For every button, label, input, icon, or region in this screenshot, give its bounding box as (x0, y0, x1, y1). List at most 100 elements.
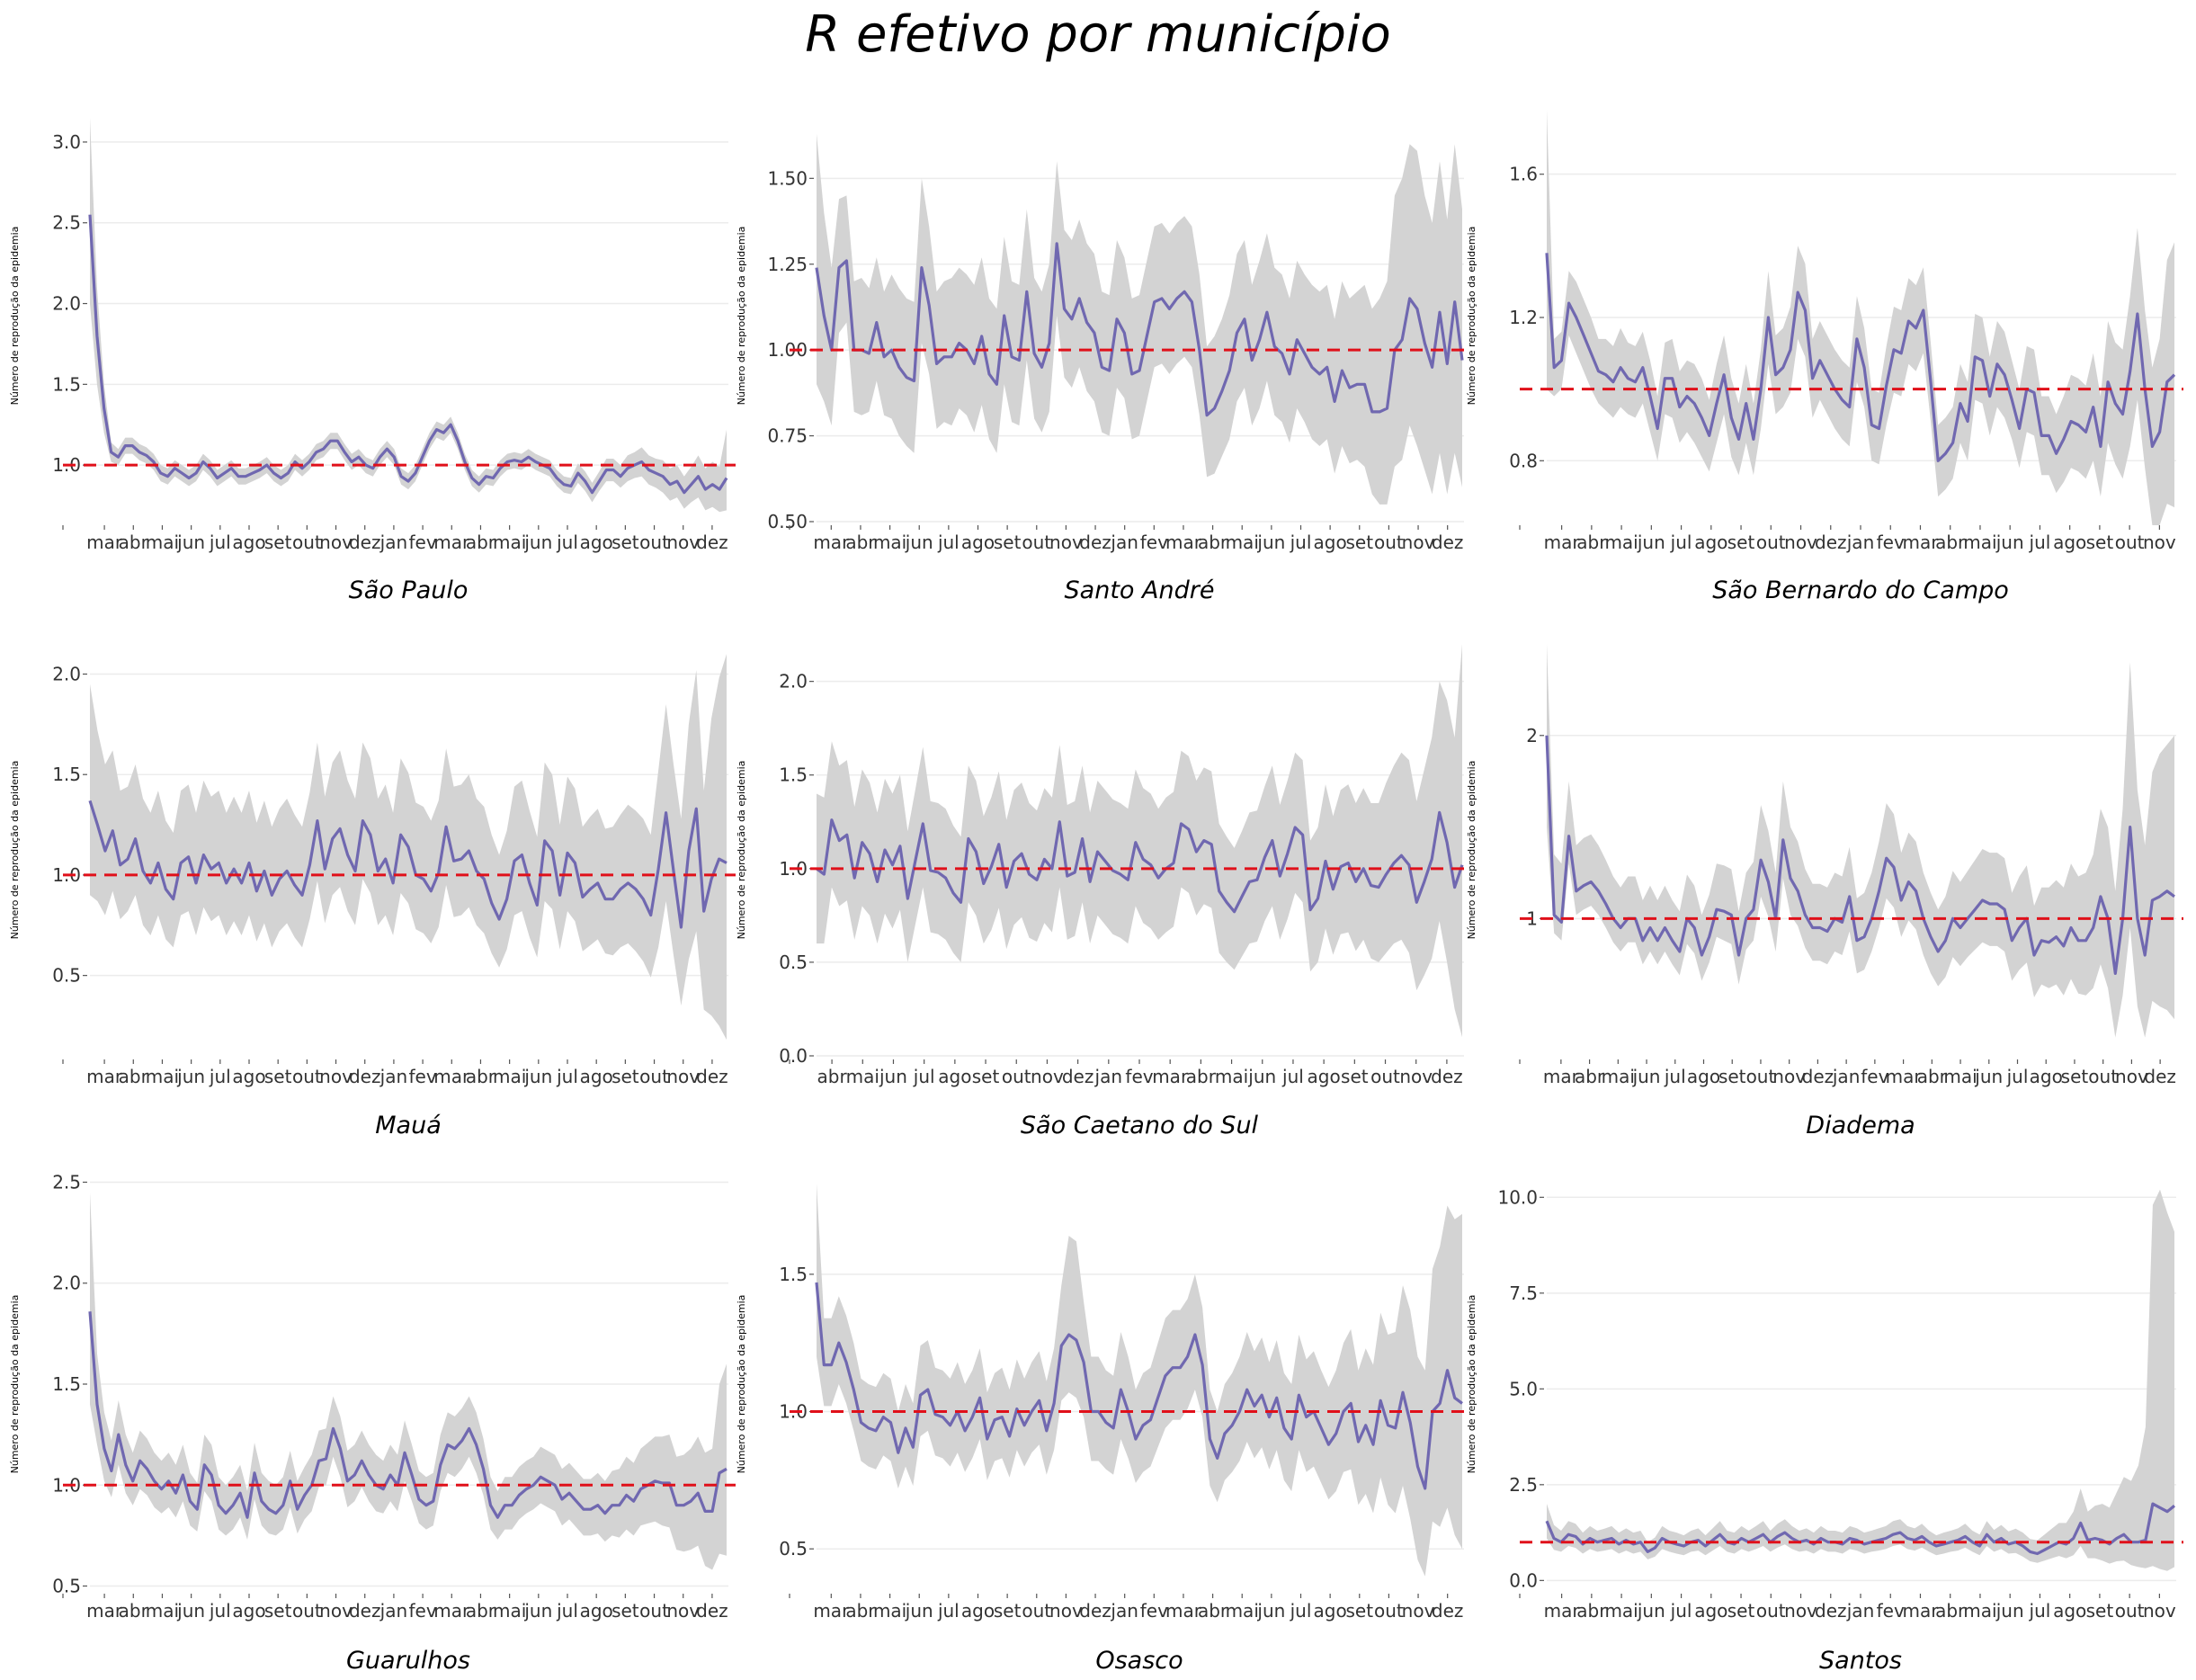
x-tick-label: dez (349, 532, 381, 553)
x-tick-label: jun (1632, 1066, 1661, 1087)
x-tick-label: set (1341, 1066, 1369, 1087)
r-effective-line (1545, 735, 2175, 975)
x-tick-label: jun (905, 1600, 933, 1622)
x-tick-label: dez (696, 1066, 728, 1087)
x-tick-label: out (639, 1600, 669, 1622)
x-tick-label: jan (1094, 1066, 1123, 1087)
y-tick-label: 1.25 (767, 254, 808, 275)
x-tick-label: mar (1165, 532, 1202, 553)
x-tick-label: jun (1247, 1066, 1276, 1087)
x-tick-label: jul (937, 532, 960, 553)
x-tick-label: jul (1290, 1600, 1312, 1622)
x-tick-label: ago (1694, 532, 1727, 553)
x-tick-label: out (1746, 1066, 1776, 1087)
x-tick-label: mai (146, 1600, 179, 1622)
x-tick-label: set (994, 532, 1022, 553)
x-tick-label: set (994, 1600, 1022, 1622)
x-tick-label: dez (2144, 1066, 2176, 1087)
x-tick-label: fev (1125, 1066, 1153, 1087)
y-tick-label: 0.0 (779, 1045, 808, 1067)
x-tick-label: nov (319, 532, 353, 553)
x-tick-label: mai (846, 1066, 879, 1087)
x-tick-label: abr (1935, 1600, 1966, 1622)
x-tick-label: fev (1140, 1600, 1168, 1622)
x-tick-label: abr (1186, 1066, 1217, 1087)
x-tick-label: jul (937, 1600, 960, 1622)
y-tick-label: 1.5 (779, 1264, 808, 1285)
x-tick-label: jun (523, 532, 552, 553)
x-tick-label: ago (232, 532, 265, 553)
x-tick-label: abr (466, 532, 496, 553)
x-tick-label: ago (2030, 1066, 2063, 1087)
x-tick-label: mar (1543, 1066, 1580, 1087)
x-tick-label: set (264, 1600, 292, 1622)
x-tick-label: jul (1281, 1066, 1304, 1087)
x-tick-label: nov (1031, 1066, 1064, 1087)
x-tick-label: jul (556, 1600, 578, 1622)
x-tick-label: abr (1576, 1600, 1607, 1622)
panel-title: Osasco (1095, 1647, 1183, 1675)
x-tick-label: set (611, 1066, 639, 1087)
x-tick-label: fev (1140, 532, 1168, 553)
x-tick-label: jun (523, 1600, 552, 1622)
x-tick-label: set (2086, 532, 2114, 553)
x-tick-label: jun (523, 1066, 552, 1087)
x-tick-label: jul (2029, 532, 2051, 553)
x-tick-label: ago (1694, 1600, 1727, 1622)
x-tick-label: mai (146, 532, 179, 553)
x-tick-label: mar (1902, 532, 1939, 553)
x-tick-label: nov (2143, 532, 2176, 553)
x-tick-label: jul (209, 532, 231, 553)
panel-title: São Bernardo do Campo (1712, 576, 2009, 604)
x-tick-label: jul (913, 1066, 935, 1087)
x-tick-label: jan (1846, 1600, 1875, 1622)
r-effective-line (88, 800, 728, 929)
x-tick-label: ago (232, 1600, 265, 1622)
x-tick-label: out (1756, 1600, 1786, 1622)
x-tick-label: out (292, 1066, 322, 1087)
r-effective-line (815, 1282, 1463, 1490)
x-tick-label: ago (1314, 1600, 1347, 1622)
x-tick-label: jun (879, 1066, 907, 1087)
page-title: R efetivo por município (805, 5, 1391, 64)
x-tick-label: abr (1935, 532, 1966, 553)
confidence-band (90, 117, 727, 513)
x-tick-label: ago (938, 1066, 971, 1087)
x-tick-label: ago (2053, 532, 2086, 553)
x-tick-label: nov (1049, 1600, 1083, 1622)
y-tick-label: 1.5 (52, 373, 81, 395)
x-tick-label: mai (1604, 532, 1638, 553)
x-tick-label: ago (961, 532, 995, 553)
x-tick-label: mar (1165, 1600, 1202, 1622)
y-tick-label: 2.0 (52, 1273, 81, 1294)
x-tick-label: out (292, 1600, 322, 1622)
y-tick-label: 0.75 (767, 425, 808, 447)
x-tick-label: dez (1079, 532, 1111, 553)
confidence-band (817, 644, 1462, 1038)
x-tick-label: mai (1604, 1600, 1638, 1622)
panel-s-o-bernardo-do-campo: 0.8 1.2 1.6 Número de reprodução da epidemi… (1466, 110, 2183, 604)
x-tick-label: out (292, 532, 322, 553)
x-tick-label: mai (1963, 532, 1996, 553)
x-tick-label: nov (666, 532, 700, 553)
y-tick-label: 2.5 (1509, 1474, 1538, 1496)
x-tick-label: dez (349, 1600, 381, 1622)
y-axis-label: Número de reprodução da epidemia (1466, 227, 1477, 406)
y-tick-label: 1.5 (52, 1373, 81, 1395)
x-tick-label: jun (176, 1600, 205, 1622)
x-tick-label: set (611, 532, 639, 553)
x-tick-label: jul (1290, 532, 1312, 553)
x-tick-label: mar (433, 1600, 470, 1622)
r-effective-line (816, 810, 1464, 914)
y-tick-label: 1.50 (767, 167, 808, 189)
x-tick-label: jun (1256, 1600, 1285, 1622)
confidence-band (1547, 1189, 2174, 1571)
x-tick-label: abr (119, 1600, 149, 1622)
x-tick-label: ago (580, 532, 613, 553)
x-tick-label: fev (1861, 1066, 1888, 1087)
x-tick-label: abr (1576, 532, 1607, 553)
y-tick-label: 1.5 (52, 764, 81, 785)
